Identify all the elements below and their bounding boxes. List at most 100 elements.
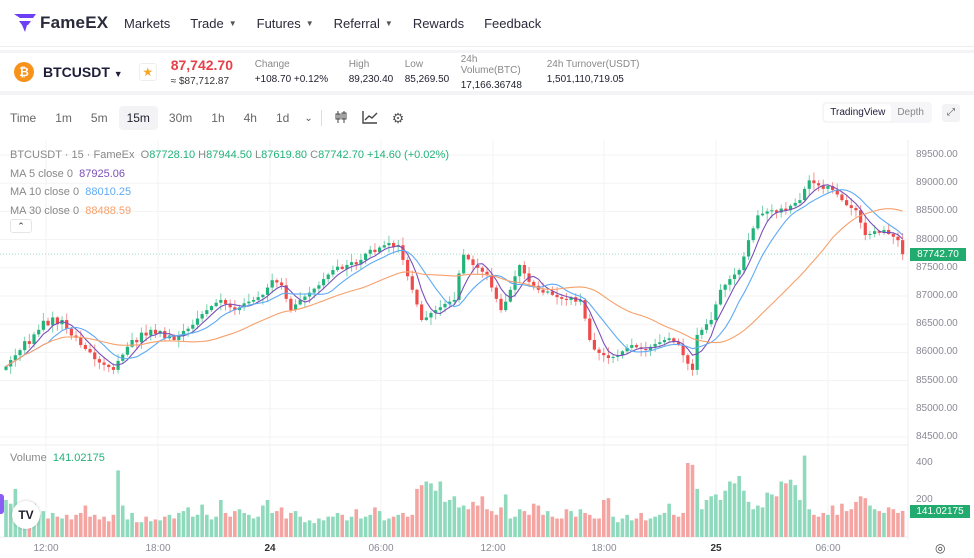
price-tick: 89500.00: [916, 149, 958, 160]
nav-label: Markets: [124, 15, 171, 31]
candle-body: [55, 317, 59, 325]
candle-body: [653, 343, 657, 347]
volume-bar: [676, 516, 681, 537]
collapse-legend-button[interactable]: ⌃: [10, 219, 32, 233]
nav-futures[interactable]: Futures ▼: [257, 16, 314, 31]
caret-down-icon: ▼: [113, 69, 123, 79]
volume-bar: [877, 511, 882, 537]
chevron-down-icon[interactable]: ⌄: [304, 112, 313, 124]
volume-bar: [527, 514, 531, 537]
tf-5m[interactable]: 5m: [90, 111, 108, 125]
volume-bar: [401, 512, 405, 537]
price-tick: 87000.00: [916, 290, 958, 301]
stat-turnover: 24h Turnover(USDT) 1,501,110,719.05: [547, 59, 640, 85]
volume-bar: [564, 509, 569, 537]
volume-bar: [765, 492, 770, 537]
volume-bar: [737, 475, 741, 537]
candlestick-type-icon[interactable]: [334, 110, 348, 127]
volume-bar: [134, 522, 139, 537]
candle-body: [583, 299, 587, 319]
volume-bar: [167, 514, 172, 537]
volume-bar: [835, 514, 840, 537]
settings-gear-icon[interactable]: ⚙: [391, 109, 405, 126]
view-depth[interactable]: Depth: [897, 107, 924, 118]
candle-body: [634, 345, 639, 348]
view-tradingview[interactable]: TradingView: [824, 104, 892, 121]
candle-body: [821, 185, 825, 189]
candle-body: [331, 270, 335, 275]
tf-4h[interactable]: 4h: [243, 111, 257, 125]
tradingview-logo[interactable]: TV: [12, 501, 40, 529]
candle-body: [700, 329, 704, 335]
nav-trade[interactable]: Trade ▼: [190, 16, 236, 31]
symbol-selector[interactable]: BTCUSDT ▼: [43, 64, 123, 80]
volume-bar: [120, 505, 125, 537]
candle-body: [335, 266, 340, 271]
volume-bar: [634, 518, 639, 537]
price-tick: 86500.00: [916, 318, 958, 330]
candle-body: [882, 230, 886, 233]
tf-1m[interactable]: 1m: [55, 111, 72, 125]
candle-body: [293, 304, 298, 311]
volume-bar: [303, 522, 307, 537]
candle-body: [774, 210, 779, 213]
volume-bar: [261, 505, 265, 537]
volume-bar: [373, 507, 377, 537]
tf-30m[interactable]: 30m: [168, 111, 193, 125]
candle-body: [23, 341, 27, 351]
volume-bar: [643, 520, 648, 537]
time-tick: 18:00: [145, 543, 171, 554]
favorite-star-icon[interactable]: ★: [138, 63, 157, 81]
volume-bar: [41, 511, 46, 537]
volume-bar: [111, 514, 116, 537]
axis-settings-icon[interactable]: ◎: [935, 541, 946, 555]
nav-referral[interactable]: Referral ▼: [334, 16, 393, 31]
tf-15m[interactable]: 15m: [118, 106, 158, 130]
price-tick: 85500.00: [916, 374, 958, 386]
nav-markets[interactable]: Markets: [124, 16, 170, 31]
volume-bar: [88, 516, 92, 537]
candle-body: [209, 306, 214, 311]
low-value: 87619.80: [261, 149, 308, 161]
candle-body: [760, 213, 765, 216]
tf-1h[interactable]: 1h: [211, 111, 225, 125]
fullscreen-icon[interactable]: ⤢: [942, 103, 960, 122]
candle-body: [242, 303, 246, 308]
volume-bar: [298, 516, 303, 537]
volume-bar: [289, 512, 293, 537]
volume-bar: [78, 512, 83, 537]
nav-rewards[interactable]: Rewards: [413, 16, 464, 31]
candle-body: [88, 349, 92, 353]
candle-body: [630, 345, 634, 348]
nav-label: Feedback: [484, 15, 542, 31]
volume-bar: [695, 488, 699, 537]
volume-bar: [4, 500, 8, 537]
volume-bar: [732, 483, 737, 537]
tf-time[interactable]: Time: [10, 111, 37, 125]
tf-1d[interactable]: 1d: [275, 111, 290, 125]
volume-bar: [667, 503, 671, 537]
candle-body: [219, 299, 223, 303]
volume-bar: [195, 514, 200, 537]
candle-body: [200, 314, 204, 319]
volume-bar: [812, 514, 816, 537]
volume-bar: [144, 516, 148, 537]
candle-body: [681, 345, 685, 356]
indicators-icon[interactable]: [362, 110, 378, 127]
brand-name: FameEX: [40, 13, 109, 32]
candle-body: [709, 319, 713, 325]
candle-body: [564, 298, 568, 300]
volume-bar: [900, 510, 905, 537]
volume-label: Volume: [10, 452, 47, 464]
candle-body: [625, 347, 629, 352]
nav-feedback[interactable]: Feedback: [484, 16, 541, 31]
volume-bar: [545, 511, 550, 537]
brand-logo[interactable]: FameEX: [14, 13, 124, 33]
divider: [320, 110, 322, 126]
volume-bar: [214, 516, 218, 537]
candle-body: [672, 338, 676, 343]
volume-bar: [83, 505, 88, 537]
volume-bar: [92, 514, 97, 537]
side-panel-tab[interactable]: [0, 494, 4, 514]
